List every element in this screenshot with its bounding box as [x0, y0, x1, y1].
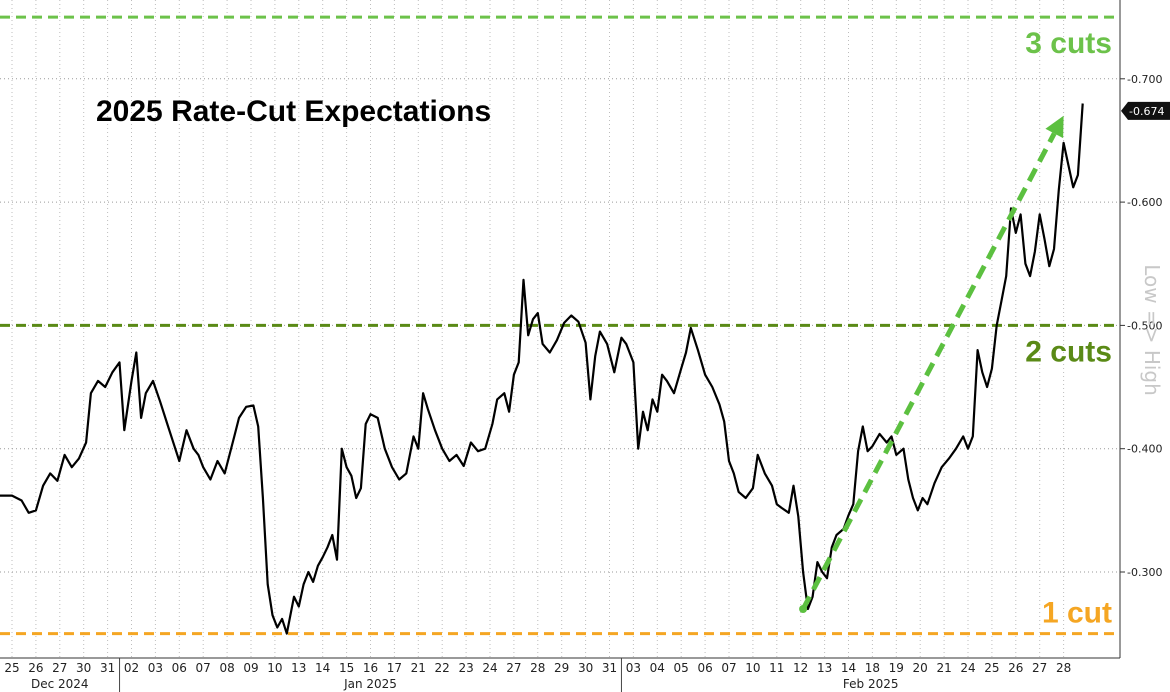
x-tick-label: 03	[148, 661, 163, 675]
month-label: Dec 2024	[31, 677, 89, 691]
grid	[0, 0, 1120, 658]
x-tick-label: 07	[721, 661, 736, 675]
x-tick-label: 10	[267, 661, 282, 675]
x-tick-label: 18	[865, 661, 880, 675]
x-tick-label: 22	[435, 661, 450, 675]
x-tick-label: 25	[984, 661, 999, 675]
month-label: Jan 2025	[343, 677, 397, 691]
x-tick-label: 16	[363, 661, 378, 675]
last-value-label: -0.674	[1129, 105, 1164, 118]
x-tick-label: 11	[769, 661, 784, 675]
x-tick-label: 28	[530, 661, 545, 675]
y-axis-label: Low => High	[1140, 264, 1164, 396]
chart-title: 2025 Rate-Cut Expectations	[96, 95, 491, 128]
x-tick-label: 13	[291, 661, 306, 675]
x-tick-label: 06	[172, 661, 187, 675]
x-tick-label: 27	[506, 661, 521, 675]
x-tick-label: 14	[841, 661, 856, 675]
x-tick-label: 24	[960, 661, 975, 675]
x-tick-label: 04	[650, 661, 665, 675]
x-tick-label: 02	[124, 661, 139, 675]
x-tick-label: 31	[100, 661, 115, 675]
x-tick-label: 03	[626, 661, 641, 675]
trend-arrow-start	[799, 604, 808, 613]
trend-arrow-layer	[799, 115, 1064, 613]
x-tick-label: 07	[196, 661, 211, 675]
x-tick-label: 08	[219, 661, 234, 675]
y-tick-label: -0.300	[1127, 566, 1162, 579]
x-tick-label: 21	[936, 661, 951, 675]
x-tick-label: 19	[889, 661, 904, 675]
x-tick-label: 27	[1032, 661, 1047, 675]
x-tick-label: 23	[458, 661, 473, 675]
month-label: Feb 2025	[843, 677, 899, 691]
x-tick-label: 30	[578, 661, 593, 675]
x-tick-label: 29	[554, 661, 569, 675]
x-tick-label: 14	[315, 661, 330, 675]
x-tick-label: 25	[4, 661, 19, 675]
x-tick-label: 28	[1056, 661, 1071, 675]
x-tick-label: 15	[339, 661, 354, 675]
x-tick-label: 26	[28, 661, 43, 675]
x-tick-label: 12	[793, 661, 808, 675]
x-tick-label: 24	[482, 661, 497, 675]
x-tick-label: 13	[817, 661, 832, 675]
last-value-badge	[1121, 101, 1170, 120]
y-tick-label: -0.700	[1127, 73, 1162, 86]
x-tick-label: 21	[411, 661, 426, 675]
reference-lines: 3 cuts 2 cuts 1 cut	[0, 15, 1120, 636]
y-tick-label: -0.600	[1127, 196, 1162, 209]
y-tick-label: -0.400	[1127, 443, 1162, 456]
x-axis: 25 26 27 30 31 02 03 06 07 08 09 10 13 14 15 16 17 21 22 23…	[0, 657, 1120, 692]
x-tick-label: 09	[243, 661, 258, 675]
trend-arrow-head	[1045, 115, 1064, 139]
y-axis: -0.300 -0.400 -0.500 -0.600 -0.700 -0.674	[1119, 0, 1170, 658]
x-tick-label: 05	[674, 661, 689, 675]
x-tick-label: 27	[52, 661, 67, 675]
reference-line-label: 2 cuts	[1025, 335, 1112, 368]
x-tick-label: 20	[913, 661, 928, 675]
trend-arrow-line	[800, 132, 1057, 611]
x-tick-label: 10	[745, 661, 760, 675]
series-layer	[0, 103, 1084, 635]
reference-line-label: 3 cuts	[1025, 27, 1112, 60]
y-tick-label: -0.500	[1127, 319, 1162, 332]
x-tick-label: 30	[76, 661, 91, 675]
series-line	[0, 103, 1084, 635]
x-tick-label: 26	[1008, 661, 1023, 675]
x-tick-label: 31	[602, 661, 617, 675]
reference-line-label: 1 cut	[1042, 597, 1112, 630]
x-tick-label: 17	[387, 661, 402, 675]
x-tick-label: 06	[697, 661, 712, 675]
